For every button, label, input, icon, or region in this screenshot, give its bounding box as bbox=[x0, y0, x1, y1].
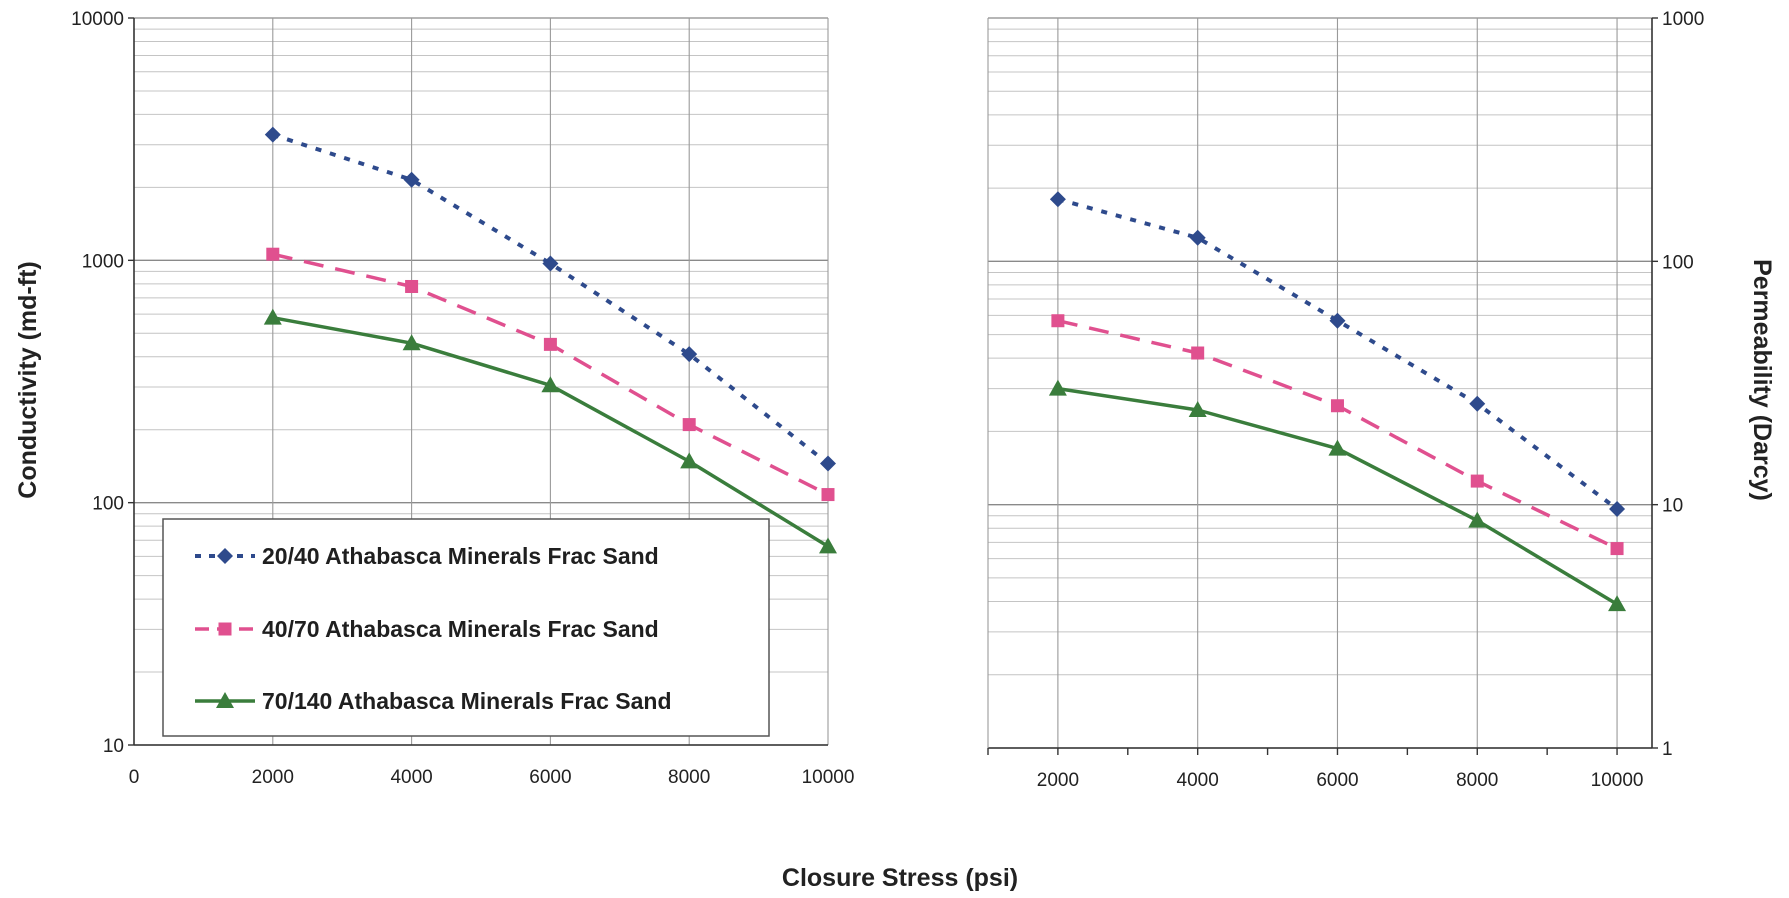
conductivity-chart-y-tick-label: 10000 bbox=[71, 9, 124, 30]
x-axis-title: Closure Stress (psi) bbox=[782, 864, 1018, 892]
conductivity-chart-series-3-point bbox=[263, 308, 282, 325]
conductivity-chart-series-1 bbox=[264, 126, 836, 472]
permeability-chart-series-2-point bbox=[1191, 346, 1205, 360]
permeability-chart-x-tick-label: 6000 bbox=[1316, 770, 1358, 791]
legend-label: 70/140 Athabasca Minerals Frac Sand bbox=[262, 688, 672, 714]
permeability-chart-series-3 bbox=[1048, 379, 1627, 612]
conductivity-chart-series-2-point bbox=[682, 418, 696, 432]
permeability-chart-series-3-point bbox=[1608, 595, 1627, 612]
permeability-chart-series-2-point bbox=[1330, 399, 1344, 413]
conductivity-chart-series-3-point bbox=[402, 334, 421, 351]
conductivity-chart-series-3-point bbox=[541, 376, 560, 393]
permeability-chart-y-tick-label: 100 bbox=[1662, 252, 1694, 273]
permeability-chart-series-1 bbox=[1049, 191, 1626, 517]
permeability-chart-series-2 bbox=[1051, 314, 1624, 556]
conductivity-chart-series-2-point bbox=[543, 337, 557, 351]
conductivity-chart-x-tick-label: 2000 bbox=[252, 767, 294, 788]
conductivity-chart-y-tick-label: 100 bbox=[92, 494, 124, 515]
conductivity-chart-series-2 bbox=[266, 247, 835, 502]
conductivity-chart-series-2-point bbox=[266, 247, 280, 261]
legend-entry-1: 20/40 Athabasca Minerals Frac Sand bbox=[195, 543, 659, 569]
conductivity-chart-x-tick-label: 6000 bbox=[529, 767, 571, 788]
conductivity-chart-series-1-point bbox=[542, 255, 559, 272]
conductivity-chart-y-tick-label: 10 bbox=[103, 736, 124, 757]
legend: 20/40 Athabasca Minerals Frac Sand 40/70 … bbox=[162, 518, 770, 737]
legend-label: 40/70 Athabasca Minerals Frac Sand bbox=[262, 616, 659, 642]
conductivity-chart-series-2-point bbox=[821, 488, 835, 502]
legend-label: 20/40 Athabasca Minerals Frac Sand bbox=[262, 543, 659, 569]
legend-swatch-marker bbox=[218, 622, 232, 636]
conductivity-chart-x-tick-label: 4000 bbox=[390, 767, 432, 788]
conductivity-chart-x-tick-label: 0 bbox=[129, 767, 140, 788]
legend-swatch-marker bbox=[216, 692, 234, 708]
conductivity-chart-x-tick-label: 8000 bbox=[668, 767, 710, 788]
permeability-chart-series-1-point bbox=[1189, 229, 1206, 246]
permeability-chart-y-tick-label: 10 bbox=[1662, 496, 1683, 517]
conductivity-chart-y-tick-label: 1000 bbox=[82, 251, 124, 272]
conductivity-chart-series-3-point bbox=[819, 537, 837, 554]
permeability-chart-x-tick-label: 10000 bbox=[1591, 770, 1644, 791]
permeability-chart-series-2-point bbox=[1470, 474, 1484, 488]
permeability-chart-series-1-point bbox=[1049, 191, 1066, 208]
permeability-chart: 1000 100 10 1 2000 4000 6000 8000 10000 bbox=[987, 9, 1704, 791]
permeability-chart-series-3-point bbox=[1468, 511, 1487, 528]
legend-box bbox=[162, 518, 770, 737]
permeability-chart-y-tick-label: 1 bbox=[1662, 739, 1673, 760]
permeability-chart-series-2-point bbox=[1610, 542, 1624, 556]
conductivity-chart-series-3 bbox=[263, 308, 837, 554]
legend-entry-2: 40/70 Athabasca Minerals Frac Sand bbox=[195, 616, 659, 642]
conductivity-chart-series-1-point bbox=[681, 346, 698, 363]
permeability-chart-series-1-line bbox=[1057, 197, 1619, 511]
conductivity-chart-series-1-point bbox=[403, 171, 420, 188]
permeability-chart-x-tick-label: 4000 bbox=[1177, 770, 1219, 791]
permeability-chart-series-1-point bbox=[1329, 312, 1346, 329]
legend-swatch-marker bbox=[217, 548, 233, 564]
permeability-chart-x-tick-label: 2000 bbox=[1037, 770, 1079, 791]
permeability-chart-grid bbox=[988, 17, 1652, 749]
permeability-chart-series-3-point bbox=[1328, 439, 1347, 456]
conductivity-chart-series-2-point bbox=[405, 279, 419, 293]
permeability-chart-x-tick-label: 8000 bbox=[1456, 770, 1498, 791]
conductivity-chart-series-1-point bbox=[820, 455, 836, 472]
conductivity-chart-x-tick-label: 10000 bbox=[802, 767, 855, 788]
permeability-chart-series-2-point bbox=[1051, 314, 1065, 328]
legend-entry-3: 70/140 Athabasca Minerals Frac Sand bbox=[195, 688, 672, 714]
permeability-chart-y-tick-label: 1000 bbox=[1662, 9, 1704, 30]
permeability-chart-series-3-point bbox=[1188, 400, 1207, 417]
permeability-chart-series-1-point bbox=[1469, 395, 1486, 412]
left-y-axis-title: Conductivity (md-ft) bbox=[14, 261, 42, 498]
permeability-chart-series-3-point bbox=[1048, 379, 1067, 396]
right-y-axis-title: Permeability (Darcy) bbox=[1748, 259, 1776, 501]
conductivity-chart-series-3-point bbox=[680, 452, 699, 469]
conductivity-chart-series-1-point bbox=[264, 126, 281, 143]
permeability-chart-series-1-point bbox=[1609, 500, 1626, 517]
